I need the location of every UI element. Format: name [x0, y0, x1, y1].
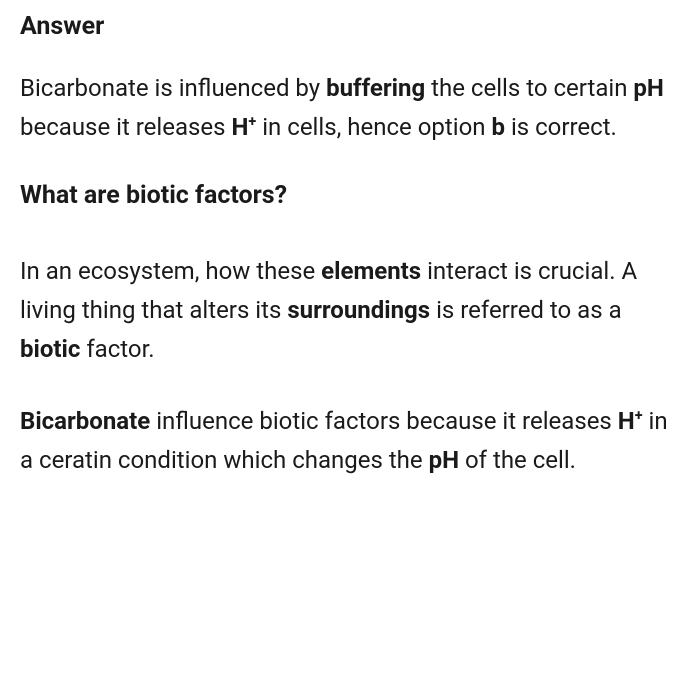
text-segment: Bicarbonate is influenced by: [20, 74, 326, 102]
term-surroundings: surroundings: [287, 296, 430, 324]
term-elements: elements: [321, 257, 421, 285]
text-segment: is correct.: [505, 113, 617, 141]
paragraph-explanation: Bicarbonate influence biotic factors bec…: [20, 402, 680, 480]
text-segment: is referred to as a: [430, 296, 622, 324]
text-segment: because it releases: [20, 113, 231, 141]
term-biotic: biotic: [20, 335, 80, 363]
answer-document: Answer Bicarbonate is influenced by buff…: [0, 0, 700, 700]
text-segment: of the cell.: [459, 446, 576, 474]
term-buffering: buffering: [326, 74, 425, 102]
answer-heading: Answer: [20, 12, 680, 41]
subheading-biotic-factors: What are biotic factors?: [20, 181, 680, 210]
paragraph-intro: Bicarbonate is influenced by buffering t…: [20, 69, 680, 147]
paragraph-definition: In an ecosystem, how these elements inte…: [20, 252, 680, 369]
term-ph: pH: [633, 74, 663, 102]
text-segment: in cells, hence option: [256, 113, 491, 141]
text-segment: In an ecosystem, how these: [20, 257, 321, 285]
h-symbol: H: [618, 407, 635, 435]
h-symbol: H: [231, 113, 248, 141]
term-bicarbonate: Bicarbonate: [20, 407, 150, 435]
option-b: b: [491, 113, 505, 141]
term-h-plus: H+: [231, 113, 256, 141]
text-segment: the cells to certain: [425, 74, 633, 102]
text-segment: factor.: [80, 335, 154, 363]
text-segment: influence biotic factors because it rele…: [150, 407, 618, 435]
term-ph: pH: [429, 446, 459, 474]
term-h-plus: H+: [618, 407, 643, 435]
plus-superscript: +: [635, 407, 643, 424]
